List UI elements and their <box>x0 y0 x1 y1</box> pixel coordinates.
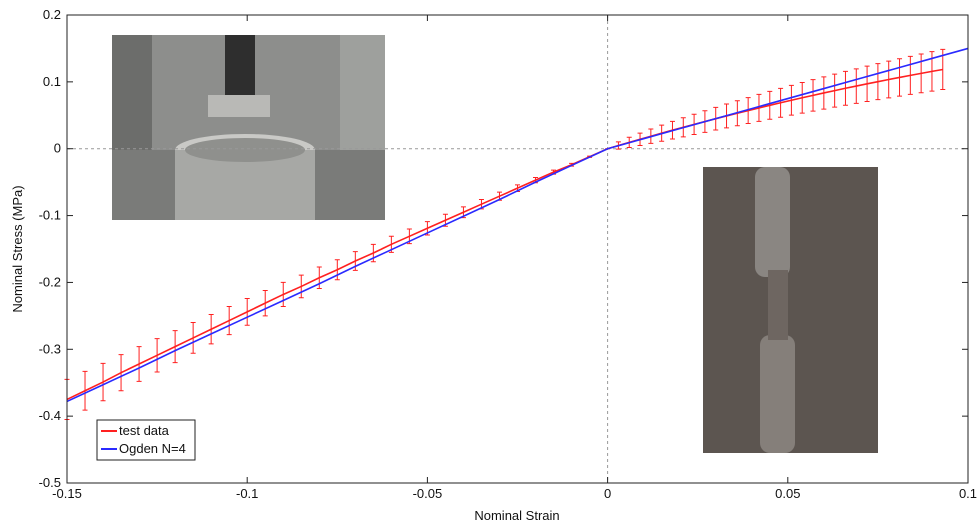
axes-box <box>66 14 969 484</box>
ref-lines <box>67 15 968 483</box>
x-tick-label: 0.1 <box>959 486 977 501</box>
y-tick-label: -0.4 <box>39 408 61 423</box>
data <box>64 47 969 420</box>
series-line <box>66 47 969 403</box>
legend: test data Ogden N=4 <box>96 419 196 461</box>
x-tick-label: 0.05 <box>775 486 800 501</box>
photo-inset-right <box>703 167 878 453</box>
legend-box <box>96 419 196 461</box>
x-tick-label: -0.05 <box>413 486 443 501</box>
y-tick-label: 0 <box>54 141 61 156</box>
y-tick-label: 0.1 <box>43 74 61 89</box>
legend-label: test data <box>119 423 170 438</box>
y-tick-label: -0.3 <box>39 341 61 356</box>
y-tick-label: -0.5 <box>39 475 61 490</box>
y-axis-label: Nominal Stress (MPa) <box>10 185 25 312</box>
photo-inset-left <box>112 35 385 220</box>
x-axis-label: Nominal Strain <box>474 508 559 523</box>
x-tick-label: -0.15 <box>52 486 82 501</box>
legend-label: Ogden N=4 <box>119 441 186 456</box>
y-tick-label: -0.2 <box>39 274 61 289</box>
y-tick-label: 0.2 <box>43 7 61 22</box>
x-tick-label: 0 <box>604 486 611 501</box>
x-tick-label: -0.1 <box>236 486 258 501</box>
y-tick-label: -0.1 <box>39 208 61 223</box>
